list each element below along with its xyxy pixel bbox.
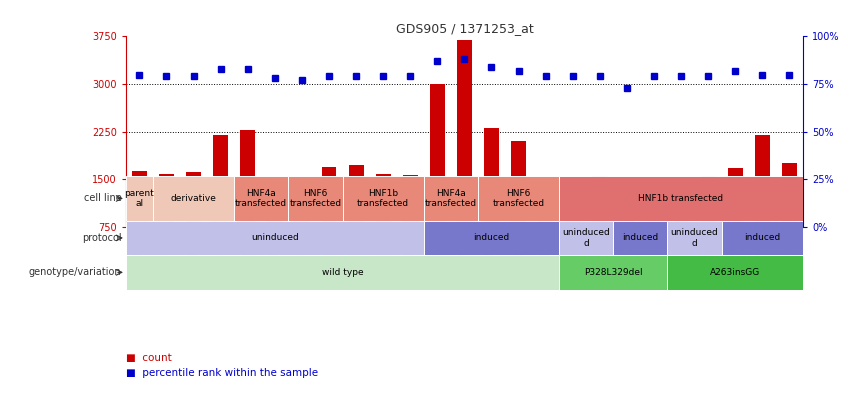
- Text: cell line: cell line: [84, 194, 122, 203]
- Text: parent
al: parent al: [124, 189, 155, 208]
- Text: genotype/variation: genotype/variation: [29, 267, 122, 277]
- Text: protocol: protocol: [82, 233, 122, 243]
- Text: uninduced
d: uninduced d: [671, 228, 719, 247]
- Bar: [159, 174, 174, 227]
- Bar: [511, 141, 526, 227]
- Bar: [667, 221, 721, 255]
- Bar: [478, 176, 559, 221]
- Bar: [700, 176, 715, 227]
- Text: P328L329del: P328L329del: [584, 268, 642, 277]
- Bar: [234, 176, 288, 221]
- Bar: [538, 182, 553, 227]
- Bar: [430, 84, 444, 227]
- Bar: [321, 166, 337, 227]
- Bar: [565, 183, 580, 227]
- Bar: [457, 40, 472, 227]
- Bar: [559, 176, 803, 221]
- Text: HNF6
transfected: HNF6 transfected: [492, 189, 544, 208]
- Text: HNF4a
transfected: HNF4a transfected: [235, 189, 287, 208]
- Text: derivative: derivative: [171, 194, 216, 203]
- Bar: [132, 171, 147, 227]
- Text: induced: induced: [744, 233, 780, 243]
- Bar: [620, 214, 635, 227]
- Bar: [614, 221, 667, 255]
- Bar: [424, 221, 559, 255]
- Text: uninduced: uninduced: [251, 233, 299, 243]
- Bar: [782, 163, 797, 227]
- Text: wild type: wild type: [322, 268, 364, 277]
- Bar: [126, 221, 424, 255]
- Bar: [484, 128, 499, 227]
- Bar: [126, 255, 559, 290]
- Text: HNF1b transfected: HNF1b transfected: [639, 194, 724, 203]
- Bar: [349, 165, 364, 227]
- Bar: [153, 176, 234, 221]
- Bar: [592, 176, 608, 227]
- Bar: [288, 176, 343, 221]
- Bar: [727, 168, 743, 227]
- Text: HNF4a
transfected: HNF4a transfected: [424, 189, 477, 208]
- Bar: [186, 172, 201, 227]
- Text: HNF6
transfected: HNF6 transfected: [289, 189, 341, 208]
- Title: GDS905 / 1371253_at: GDS905 / 1371253_at: [396, 22, 533, 35]
- Bar: [667, 255, 803, 290]
- Bar: [126, 176, 153, 221]
- Text: A263insGG: A263insGG: [710, 268, 760, 277]
- Bar: [294, 187, 309, 227]
- Bar: [343, 176, 424, 221]
- Bar: [214, 135, 228, 227]
- Text: induced: induced: [473, 233, 510, 243]
- Text: ■  count: ■ count: [126, 354, 172, 363]
- Bar: [376, 174, 391, 227]
- Text: uninduced
d: uninduced d: [562, 228, 610, 247]
- Text: induced: induced: [622, 233, 659, 243]
- Bar: [755, 135, 770, 227]
- Bar: [721, 221, 803, 255]
- Text: HNF1b
transfected: HNF1b transfected: [357, 189, 409, 208]
- Bar: [424, 176, 478, 221]
- Bar: [403, 175, 418, 227]
- Bar: [559, 221, 614, 255]
- Bar: [240, 130, 255, 227]
- Bar: [647, 191, 661, 227]
- Text: ■  percentile rank within the sample: ■ percentile rank within the sample: [126, 368, 318, 377]
- Bar: [674, 205, 688, 227]
- Bar: [267, 183, 282, 227]
- Bar: [559, 255, 667, 290]
